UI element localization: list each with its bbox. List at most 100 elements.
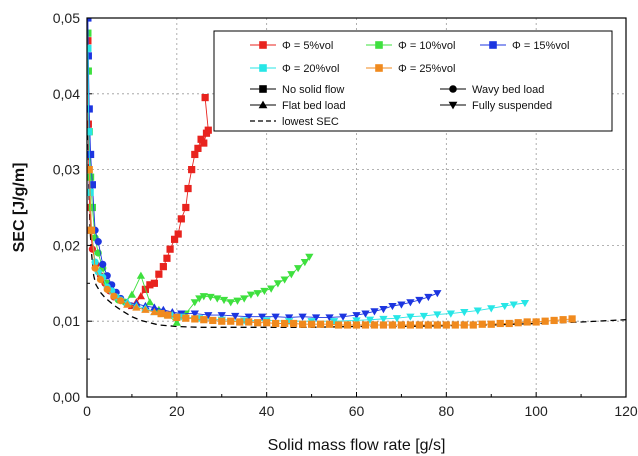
- data-point: [273, 280, 283, 288]
- data-point: [91, 264, 99, 272]
- data-point: [446, 310, 455, 318]
- data-point: [271, 313, 280, 321]
- data-point: [334, 321, 343, 329]
- data-point: [201, 93, 209, 102]
- data-point: [379, 321, 388, 329]
- x-axis-ticks: 0 20 40 60 80 100 120: [83, 392, 638, 419]
- data-point: [87, 29, 92, 37]
- data-point: [419, 312, 429, 321]
- data-point: [117, 297, 125, 305]
- data-point: [299, 320, 307, 328]
- data-point: [258, 313, 267, 321]
- data-point: [392, 315, 402, 323]
- data-point: [329, 318, 339, 326]
- data-point: [182, 203, 190, 212]
- data-point: [460, 309, 469, 317]
- data-point: [159, 263, 167, 271]
- data-point: [541, 317, 549, 325]
- plot-frame: [86, 17, 627, 398]
- data-point: [110, 292, 118, 300]
- legend-marker: [375, 41, 383, 49]
- data-point: [173, 313, 181, 322]
- data-point: [325, 314, 334, 322]
- lowest-sec-line: [87, 124, 626, 328]
- data-point: [316, 320, 325, 328]
- data-point: [352, 317, 361, 325]
- data-point: [240, 295, 249, 303]
- data-point: [190, 310, 199, 318]
- legend-marker: [258, 100, 268, 109]
- data-point: [191, 315, 199, 323]
- data-point: [213, 295, 222, 303]
- legend-entry: Φ = 15%vol: [480, 40, 569, 52]
- data-point: [473, 307, 482, 315]
- data-point: [469, 321, 477, 329]
- y-tick-label: 0,00: [53, 389, 80, 405]
- series-5: [87, 166, 576, 329]
- data-point: [293, 265, 303, 273]
- data-point: [141, 305, 150, 313]
- data-point: [219, 296, 229, 305]
- data-point: [415, 296, 424, 305]
- x-tick-label: 80: [439, 403, 455, 419]
- data-point: [177, 215, 185, 223]
- data-point: [343, 321, 352, 329]
- legend-entry: Φ = 20%vol: [250, 63, 339, 75]
- data-point: [388, 321, 397, 329]
- legend-label: Φ = 10%vol: [398, 40, 455, 52]
- legend: Φ = 5%vol Φ = 10%vol Φ = 15%vol Φ = 20%vol Φ…: [213, 30, 613, 132]
- x-axis-title: Solid mass flow rate [g/s]: [268, 437, 446, 454]
- legend-marker: [259, 64, 267, 72]
- x-tick-label: 20: [169, 403, 185, 419]
- data-point: [260, 287, 269, 296]
- data-point: [227, 317, 235, 325]
- legend-entry: Φ = 10%vol: [366, 40, 455, 52]
- x-tick-label: 100: [524, 403, 548, 419]
- data-point: [136, 292, 146, 300]
- data-point: [209, 316, 217, 325]
- x-tick-label: 60: [349, 403, 365, 419]
- data-point: [188, 166, 196, 174]
- data-point: [272, 319, 280, 328]
- data-point: [200, 316, 208, 324]
- legend-label: Φ = 15%vol: [512, 40, 569, 52]
- data-point: [424, 293, 433, 302]
- legend-marker: [259, 41, 267, 49]
- data-point: [197, 135, 205, 143]
- legend-label: Φ = 20%vol: [282, 63, 339, 75]
- data-point: [150, 307, 159, 316]
- series-line: [87, 40, 209, 307]
- legend-entry: Φ = 25%vol: [366, 63, 455, 75]
- data-point: [496, 319, 504, 328]
- data-point: [406, 299, 415, 307]
- legend-entry: Wavy bed load: [440, 84, 544, 96]
- data-point: [370, 308, 379, 316]
- legend-label: Wavy bed load: [472, 84, 544, 96]
- legend-marker: [489, 41, 497, 49]
- data-point: [145, 298, 155, 306]
- data-point: [298, 313, 307, 321]
- legend-marker: [259, 85, 267, 93]
- y-tick-label: 0,01: [53, 313, 80, 329]
- data-point: [406, 321, 414, 329]
- data-point: [388, 302, 397, 311]
- data-point: [281, 319, 289, 328]
- data-point: [94, 238, 102, 246]
- data-point: [254, 319, 262, 327]
- data-point: [487, 305, 496, 313]
- data-point: [150, 279, 158, 287]
- data-point: [155, 270, 163, 278]
- legend-entry: Fully suspended: [440, 100, 552, 112]
- data-point: [370, 321, 379, 329]
- data-point: [236, 318, 244, 326]
- data-point: [280, 276, 289, 284]
- data-point: [87, 67, 92, 75]
- data-point: [87, 166, 93, 174]
- y-tick-label: 0,04: [53, 86, 80, 102]
- x-tick-label: 40: [259, 403, 275, 419]
- legend-entry: lowest SEC: [250, 116, 339, 128]
- data-point: [365, 316, 375, 324]
- legend-marker: [375, 64, 383, 72]
- data-point: [442, 321, 450, 329]
